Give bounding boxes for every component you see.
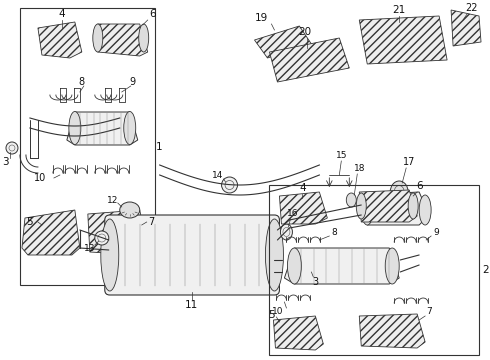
Ellipse shape [288, 248, 301, 284]
Text: 13: 13 [84, 243, 96, 252]
Text: 15: 15 [336, 150, 347, 159]
Polygon shape [254, 26, 311, 58]
Polygon shape [359, 16, 447, 64]
Polygon shape [364, 192, 429, 225]
Polygon shape [270, 38, 349, 82]
Ellipse shape [93, 24, 103, 52]
Text: 3: 3 [1, 157, 8, 167]
Ellipse shape [356, 193, 366, 219]
Text: 9: 9 [130, 77, 136, 87]
Ellipse shape [69, 112, 81, 144]
Ellipse shape [139, 24, 148, 52]
Ellipse shape [221, 177, 238, 193]
Ellipse shape [101, 219, 119, 291]
Text: 6: 6 [416, 181, 422, 191]
Polygon shape [88, 210, 147, 255]
Text: 3: 3 [312, 277, 318, 287]
Bar [20, 8, 155, 285]
Circle shape [302, 261, 317, 275]
Polygon shape [284, 248, 399, 284]
Text: 1: 1 [155, 142, 162, 152]
Text: 19: 19 [255, 13, 268, 23]
Polygon shape [359, 314, 425, 348]
Text: 10: 10 [34, 173, 46, 183]
Text: 20: 20 [298, 27, 311, 37]
Text: 18: 18 [353, 163, 365, 172]
Text: 17: 17 [403, 157, 416, 167]
Text: 8: 8 [331, 228, 337, 237]
Circle shape [95, 231, 109, 245]
Polygon shape [98, 24, 147, 56]
Text: 5: 5 [26, 217, 33, 227]
Ellipse shape [346, 193, 356, 207]
Bar [270, 185, 479, 355]
Polygon shape [359, 190, 417, 222]
Ellipse shape [361, 195, 373, 225]
Ellipse shape [280, 224, 293, 240]
Text: 10: 10 [271, 307, 283, 316]
Polygon shape [451, 10, 481, 46]
Text: 9: 9 [433, 228, 439, 237]
Text: 7: 7 [426, 307, 432, 316]
Text: 6: 6 [149, 9, 156, 19]
Text: 22: 22 [465, 3, 477, 13]
Ellipse shape [120, 202, 140, 218]
Ellipse shape [390, 181, 408, 203]
Text: 5: 5 [268, 310, 275, 320]
Text: 4: 4 [59, 9, 65, 19]
Circle shape [6, 142, 18, 154]
Text: 2: 2 [483, 265, 490, 275]
Ellipse shape [408, 193, 418, 219]
Polygon shape [22, 210, 80, 255]
Polygon shape [38, 22, 82, 58]
Polygon shape [67, 112, 138, 145]
Text: 12: 12 [107, 195, 119, 204]
Text: 11: 11 [185, 300, 198, 310]
Polygon shape [279, 192, 327, 224]
Ellipse shape [385, 248, 399, 284]
Ellipse shape [266, 219, 283, 291]
Text: 21: 21 [392, 5, 406, 15]
Text: 16: 16 [287, 208, 298, 217]
FancyBboxPatch shape [105, 215, 279, 295]
Ellipse shape [124, 112, 136, 144]
Text: 4: 4 [299, 183, 306, 193]
Ellipse shape [419, 195, 431, 225]
Text: 8: 8 [79, 77, 85, 87]
Polygon shape [273, 316, 323, 350]
Text: 7: 7 [148, 217, 155, 227]
Text: 14: 14 [212, 171, 223, 180]
